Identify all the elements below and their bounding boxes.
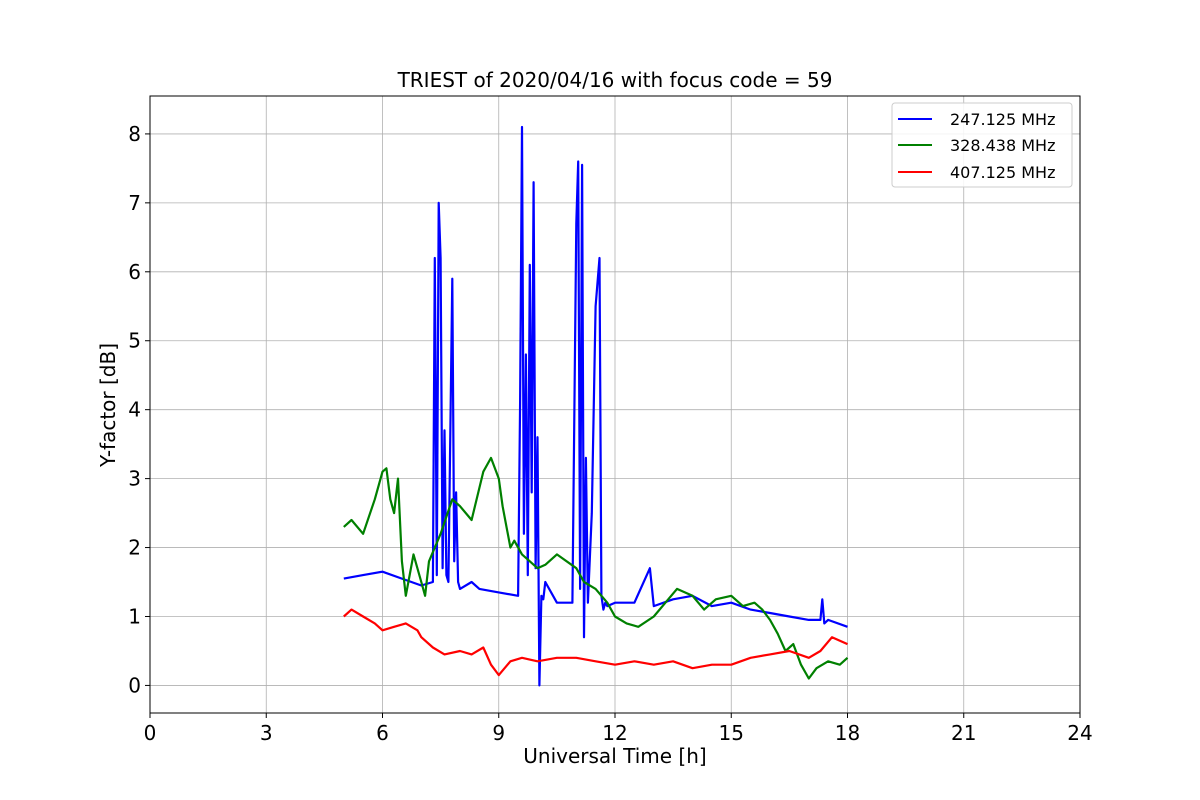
x-tick-label: 9	[492, 721, 505, 745]
legend-box	[891, 102, 1073, 188]
series-line-247-125-mhz	[343, 125, 848, 687]
y-tick-label: 4	[128, 398, 141, 422]
y-tick-label: 2	[128, 536, 141, 560]
x-tick-label: 12	[602, 721, 627, 745]
x-tick-label: 3	[260, 721, 273, 745]
y-tick-label: 8	[128, 122, 141, 146]
y-tick-label: 3	[128, 467, 141, 491]
x-tick-label: 24	[1067, 721, 1092, 745]
series-line-328-438-mhz	[343, 456, 849, 680]
legend-label-328: 328.438 MHz	[950, 136, 1055, 155]
series-line-407-125-mhz	[343, 608, 848, 677]
legend-label-247: 247.125 MHz	[950, 110, 1055, 129]
y-tick-label: 6	[128, 260, 141, 284]
y-tick-label: 7	[128, 191, 141, 215]
legend-label-407: 407.125 MHz	[950, 163, 1055, 182]
x-tick-label: 18	[835, 721, 860, 745]
x-tick-label: 6	[376, 721, 389, 745]
x-tick-label: 0	[144, 721, 157, 745]
x-tick-label: 15	[719, 721, 744, 745]
y-tick-label: 5	[128, 329, 141, 353]
series-lines	[343, 125, 849, 687]
y-tick-label: 0	[128, 673, 141, 697]
y-tick-label: 1	[128, 604, 141, 628]
x-tick-label: 21	[951, 721, 976, 745]
chart-title: TRIEST of 2020/04/16 with focus code = 5…	[397, 68, 833, 92]
x-axis-label: Universal Time [h]	[523, 744, 706, 768]
legend: 247.125 MHz 328.438 MHz 407.125 MHz	[891, 102, 1073, 188]
y-axis-label: Y-factor [dB]	[96, 343, 120, 468]
